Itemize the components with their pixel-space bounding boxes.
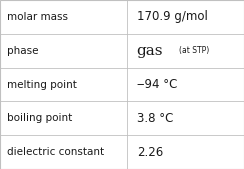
Text: (at STP): (at STP) <box>179 46 210 55</box>
Text: boiling point: boiling point <box>7 113 72 123</box>
Text: ‒94 °C: ‒94 °C <box>137 78 177 91</box>
Text: gas: gas <box>137 44 163 58</box>
Text: phase: phase <box>7 46 39 56</box>
Text: 3.8 °C: 3.8 °C <box>137 112 173 125</box>
Text: 2.26: 2.26 <box>137 146 163 159</box>
Text: melting point: melting point <box>7 79 77 90</box>
Text: dielectric constant: dielectric constant <box>7 147 104 157</box>
Text: molar mass: molar mass <box>7 12 68 22</box>
Text: 170.9 g/mol: 170.9 g/mol <box>137 10 207 23</box>
